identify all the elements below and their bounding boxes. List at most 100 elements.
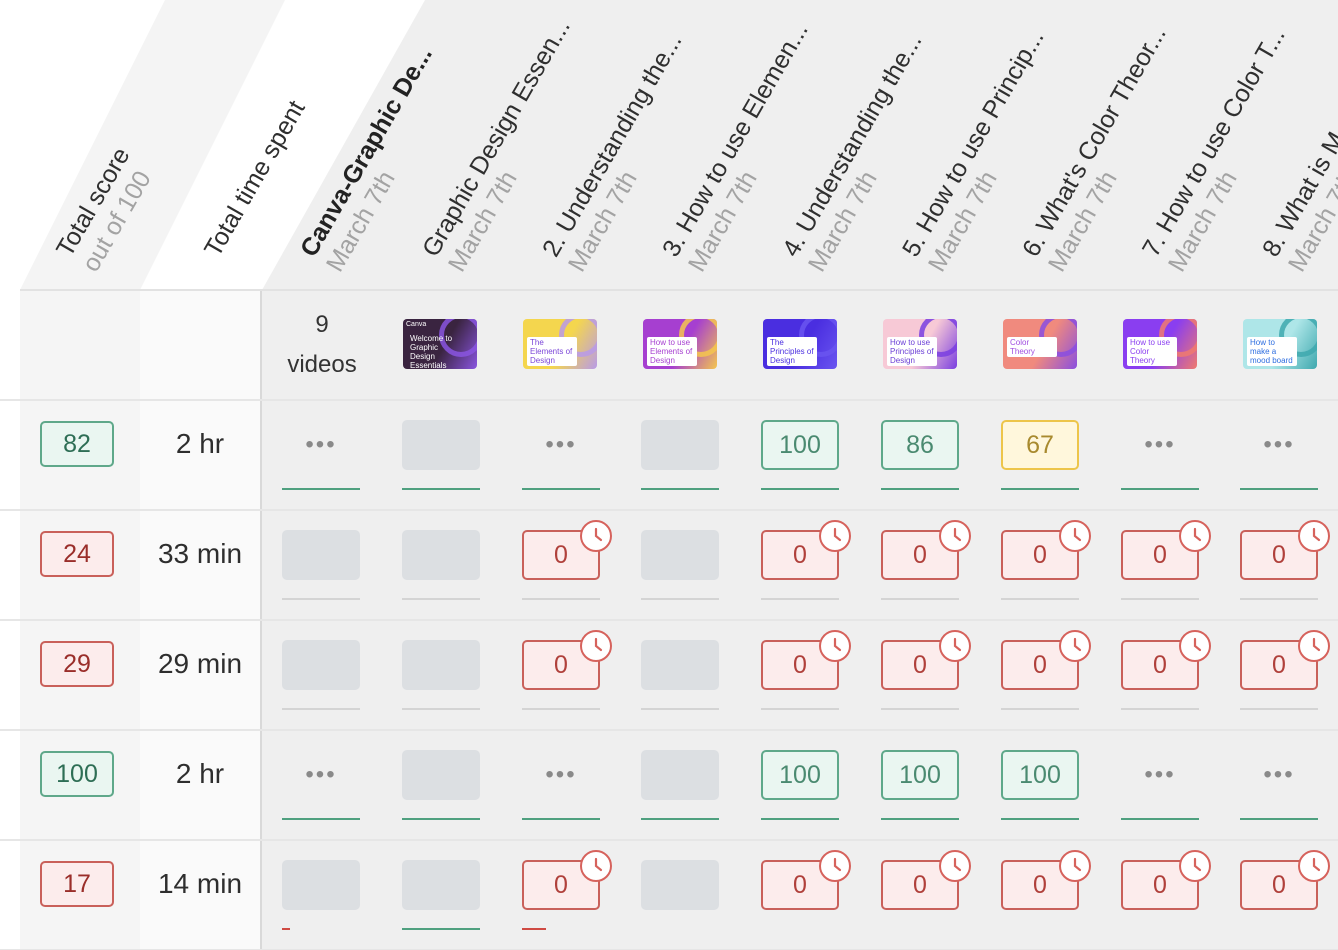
clock-icon [939,520,971,552]
total-score-badge: 29 [40,641,114,687]
clock-icon [1298,520,1330,552]
ellipsis-icon[interactable]: ••• [305,761,337,788]
thumbnail-title: The Elements of Design [527,337,577,366]
empty-grade-cell[interactable] [641,860,719,910]
ellipsis-icon[interactable]: ••• [545,761,577,788]
row-separator [0,839,1338,841]
row-separator [0,509,1338,511]
video-count: 9 videos [262,305,382,385]
progress-underline [1001,708,1079,710]
progress-underline [761,818,839,820]
progress-underline [1121,488,1199,490]
grade-cell[interactable]: 0 [1001,860,1079,910]
grade-cell[interactable]: 100 [761,420,839,470]
ellipsis-icon[interactable]: ••• [1144,761,1176,788]
progress-underline [641,708,719,710]
empty-grade-cell[interactable] [282,860,360,910]
empty-grade-cell[interactable] [402,420,480,470]
clock-icon [1059,850,1091,882]
clock-icon [1179,850,1211,882]
progress-underline [1240,488,1318,490]
total-score-badge: 82 [40,421,114,467]
empty-grade-cell[interactable] [282,530,360,580]
progress-underline [522,488,600,490]
empty-grade-cell[interactable] [641,420,719,470]
grade-cell[interactable]: 0 [1240,640,1318,690]
total-score-badge: 24 [40,531,114,577]
clock-icon [580,630,612,662]
grade-cell[interactable]: 0 [522,530,600,580]
empty-grade-cell[interactable] [641,750,719,800]
empty-grade-cell[interactable] [402,750,480,800]
progress-underline [1121,598,1199,600]
video-thumbnail-2[interactable]: The Elements of Design [523,319,597,369]
clock-icon [819,520,851,552]
clock-icon [580,850,612,882]
progress-underline [1240,598,1318,600]
progress-underline [522,708,600,710]
video-thumbnail-7[interactable]: How to use Color Theory [1123,319,1197,369]
video-thumbnail-8[interactable]: How to make a mood board [1243,319,1317,369]
clock-icon [819,630,851,662]
total-score-badge: 100 [40,751,114,797]
thumbnail-title: Color Theory [1007,337,1057,357]
grade-cell[interactable]: 67 [1001,420,1079,470]
video-thumbnail-5[interactable]: How to use Principles of Design [883,319,957,369]
grade-cell[interactable]: 0 [1121,640,1199,690]
clock-icon [939,630,971,662]
progress-underline [641,598,719,600]
clock-icon [1179,630,1211,662]
empty-grade-cell[interactable] [402,530,480,580]
video-thumbnail-6[interactable]: Color Theory [1003,319,1077,369]
progress-underline [641,818,719,820]
thumbnail-title: How to use Principles of Design [887,337,937,366]
grade-cell[interactable]: 100 [761,750,839,800]
video-thumbnail-4[interactable]: The Principles of Design [763,319,837,369]
progress-underline [402,708,480,710]
clock-icon [819,850,851,882]
row-separator [0,399,1338,401]
progress-underline [282,928,290,930]
progress-underline [522,598,600,600]
grade-cell[interactable]: 86 [881,420,959,470]
ellipsis-icon[interactable]: ••• [1263,431,1295,458]
empty-grade-cell[interactable] [282,640,360,690]
progress-underline [881,598,959,600]
total-time-spent: 29 min [157,648,243,679]
progress-underline [1001,488,1079,490]
ellipsis-icon[interactable]: ••• [1263,761,1295,788]
progress-underline [522,818,600,820]
progress-underline [761,598,839,600]
empty-grade-cell[interactable] [641,530,719,580]
progress-underline [282,598,360,600]
ellipsis-icon[interactable]: ••• [305,431,337,458]
progress-underline [1001,818,1079,820]
empty-grade-cell[interactable] [402,640,480,690]
grade-cell[interactable]: 100 [881,750,959,800]
progress-underline [522,928,546,930]
video-count-number: 9 [315,311,329,338]
total-time-spent: 33 min [157,538,243,569]
videos-header-bg [262,0,1338,290]
header-bottom-border [20,289,1338,291]
thumbnail-title: How to use Elements of Design [647,337,697,366]
progress-underline [881,488,959,490]
grade-cell[interactable]: 100 [1001,750,1079,800]
empty-grade-cell[interactable] [641,640,719,690]
ellipsis-icon[interactable]: ••• [545,431,577,458]
empty-grade-cell[interactable] [402,860,480,910]
ellipsis-icon[interactable]: ••• [1144,431,1176,458]
grade-cell[interactable]: 0 [881,640,959,690]
video-thumbnail-1[interactable]: Canva Welcome to Graphic Design Essential… [403,319,477,369]
grade-cell[interactable]: 0 [522,860,600,910]
clock-icon [1298,630,1330,662]
video-count-label: videos [287,351,357,378]
clock-icon [1298,850,1330,882]
progress-underline [1121,818,1199,820]
thumbnail-title: Welcome to Graphic Design Essentials [410,334,453,369]
progress-underline [641,488,719,490]
progress-underline [402,598,480,600]
grade-cell[interactable]: 0 [1240,530,1318,580]
progress-underline [402,488,480,490]
video-thumbnail-3[interactable]: How to use Elements of Design [643,319,717,369]
